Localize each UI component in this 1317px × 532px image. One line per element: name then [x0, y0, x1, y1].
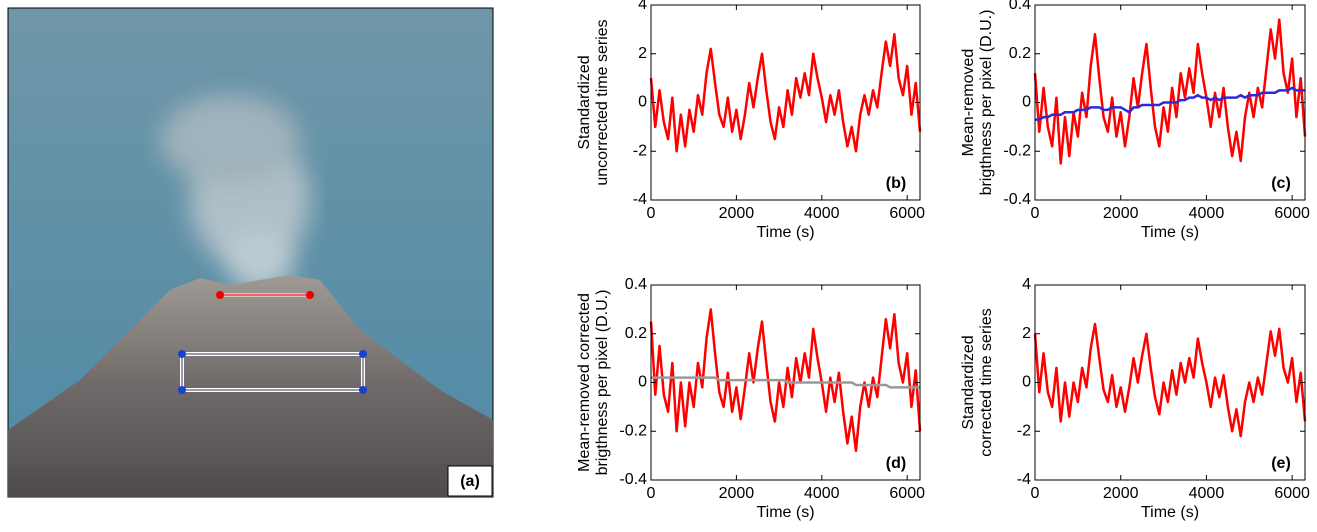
data-line: [651, 376, 920, 389]
photo: (a): [7, 7, 494, 498]
y-axis-label: brigthness per pixel (D.U.): [978, 10, 995, 196]
x-tick-label: 6000: [1274, 205, 1310, 222]
y-tick-label: 2: [1022, 325, 1031, 342]
x-tick-label: 6000: [889, 205, 925, 222]
x-tick-label: 4000: [1189, 485, 1225, 502]
x-tick-label: 4000: [804, 205, 840, 222]
x-axis-label: Time (s): [1141, 504, 1199, 521]
x-tick-label: 4000: [804, 485, 840, 502]
x-tick-label: 2000: [1103, 205, 1139, 222]
panel-label: (a): [460, 473, 480, 490]
x-tick-label: 6000: [889, 485, 925, 502]
panel-label: (c): [1271, 175, 1291, 192]
y-tick-label: -2: [633, 142, 647, 159]
x-axis-label: Time (s): [756, 224, 814, 241]
y-tick-label: 0.2: [1009, 45, 1031, 62]
y-tick-label: 0.2: [625, 325, 647, 342]
x-tick-label: 0: [647, 205, 656, 222]
data-line: [649, 308, 922, 452]
y-axis-label: Mean-removed: [960, 49, 977, 157]
y-axis-label: brigthness per pixel (D.U.): [594, 290, 611, 476]
y-axis-label: uncorrected time series: [594, 19, 611, 185]
y-tick-label: 4: [638, 0, 647, 13]
y-axis-label: Standardized: [960, 335, 977, 429]
x-tick-label: 2000: [1103, 485, 1139, 502]
data-line: [1033, 18, 1307, 165]
x-tick-label: 0: [1031, 485, 1040, 502]
y-tick-label: 0: [1022, 94, 1031, 111]
y-axis-label: Standardized: [576, 55, 593, 149]
y-tick-label: -2: [1017, 422, 1031, 439]
y-tick-label: -4: [633, 191, 647, 208]
y-tick-label: -0.4: [619, 471, 647, 488]
panel-label: (b): [886, 175, 906, 192]
y-tick-label: -0.2: [619, 422, 647, 439]
y-tick-label: 0.4: [625, 276, 647, 293]
panel-label: (e): [1271, 455, 1291, 472]
y-axis-label: Mean-removed corrected: [576, 293, 593, 472]
x-tick-label: 0: [647, 485, 656, 502]
x-axis-label: Time (s): [1141, 224, 1199, 241]
y-tick-label: 0: [1022, 374, 1031, 391]
x-tick-label: 6000: [1274, 485, 1310, 502]
x-axis-label: Time (s): [756, 504, 814, 521]
y-tick-label: 4: [1022, 276, 1031, 293]
y-tick-label: 0: [638, 94, 647, 111]
y-tick-label: 2: [638, 45, 647, 62]
y-tick-label: -0.2: [1003, 142, 1031, 159]
y-tick-label: -4: [1017, 471, 1031, 488]
y-axis-label: corrected time series: [978, 308, 995, 457]
x-tick-label: 4000: [1189, 205, 1225, 222]
x-tick-label: 2000: [719, 485, 755, 502]
y-tick-label: 0: [638, 374, 647, 391]
data-line: [1033, 322, 1307, 438]
y-tick-label: -0.4: [1003, 191, 1031, 208]
y-tick-label: 0.4: [1009, 0, 1031, 13]
data-line: [649, 33, 922, 153]
panel-label: (d): [886, 455, 906, 472]
x-tick-label: 0: [1031, 205, 1040, 222]
data-line: [1035, 86, 1305, 121]
x-tick-label: 2000: [719, 205, 755, 222]
